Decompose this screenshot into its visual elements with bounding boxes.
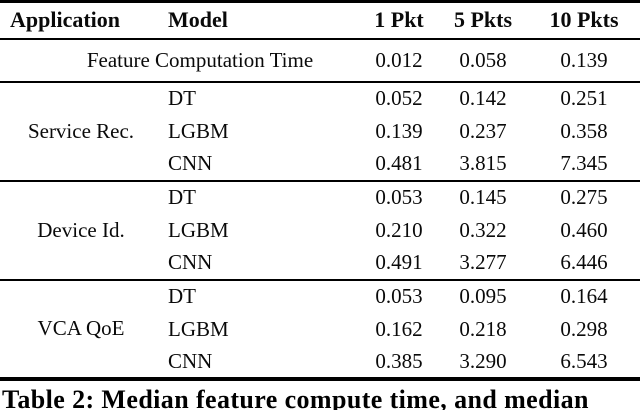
model-cell: CNN: [168, 151, 213, 175]
table-row: LGBM 0.210 0.322 0.460: [0, 214, 640, 247]
table-caption: Table 2: Median feature compute time, an…: [2, 384, 589, 410]
value-cell: 0.053: [375, 284, 423, 308]
value-cell: 0.052: [375, 86, 423, 110]
value-cell: 3.815: [459, 151, 507, 175]
value-cell: 0.139: [560, 47, 608, 72]
model-cell: DT: [168, 86, 196, 110]
model-cell: DT: [168, 185, 196, 209]
value-cell: 0.251: [560, 86, 608, 110]
header-5pkts: 5 Pkts: [453, 7, 513, 33]
value-cell: 0.275: [560, 185, 608, 209]
value-cell: 0.237: [459, 118, 507, 143]
table-row: CNN 0.481 3.815 7.345: [0, 148, 640, 181]
model-cell: LGBM: [168, 316, 229, 341]
table-row: VCA QoE DT 0.053 0.095 0.164: [0, 280, 640, 340]
value-cell: 3.277: [459, 250, 507, 274]
value-cell: 0.095: [459, 284, 507, 308]
value-cell: 0.145: [459, 185, 507, 209]
value-cell: 7.345: [560, 151, 608, 175]
value-cell: 0.491: [375, 250, 423, 274]
table-row: LGBM 0.139 0.237 0.358: [0, 115, 640, 148]
value-cell: 0.139: [375, 118, 423, 143]
header-application: Application: [10, 7, 121, 33]
value-cell: 0.460: [560, 217, 608, 242]
value-cell: 0.142: [459, 86, 507, 110]
value-cell: 0.162: [375, 316, 423, 341]
application-cell: Service Rec.: [27, 118, 135, 143]
value-cell: 6.446: [560, 250, 608, 274]
value-cell: 0.218: [459, 316, 507, 341]
value-cell: 0.164: [560, 284, 608, 308]
value-cell: 0.053: [375, 185, 423, 209]
value-cell: 0.210: [375, 217, 423, 242]
table-row: CNN 0.385 3.290 6.543: [0, 346, 640, 379]
table-row: CNN 0.491 3.277 6.446: [0, 247, 640, 280]
model-cell: DT: [168, 284, 196, 308]
section-vca-qoe: VCA QoE DT 0.053 0.095 0.164 LGBM 0.162 …: [0, 279, 640, 379]
table-header-row: Application Model 1 Pkt 5 Pkts 10 Pkts: [0, 2, 640, 39]
application-cell: VCA QoE: [37, 316, 125, 340]
value-cell: 0.298: [560, 316, 608, 341]
model-cell: CNN: [168, 348, 213, 373]
section-device-id: Device Id. DT 0.053 0.145 0.275 LGBM 0.2…: [0, 180, 640, 280]
header-model: Model: [168, 7, 228, 33]
results-table: Application Model 1 Pkt 5 Pkts 10 Pkts F…: [0, 0, 640, 381]
section-service-rec: Service Rec. DT 0.052 0.142 0.251 LGBM 0…: [0, 81, 640, 181]
value-cell: 0.058: [459, 47, 507, 72]
value-cell: 0.012: [375, 47, 423, 72]
value-cell: 0.358: [560, 118, 608, 143]
value-cell: 3.290: [459, 348, 507, 373]
feature-label: Feature Computation Time: [86, 47, 314, 72]
value-cell: 0.322: [459, 217, 507, 242]
table-row: Feature Computation Time 0.012 0.058 0.1…: [0, 39, 640, 82]
table-row: LGBM 0.162 0.218 0.298: [0, 313, 640, 346]
model-cell: CNN: [168, 250, 213, 274]
value-cell: 6.543: [560, 348, 608, 373]
table-row: Device Id. DT 0.053 0.145 0.275: [0, 181, 640, 242]
table-row: Service Rec. DT 0.052 0.142 0.251: [0, 82, 640, 143]
application-cell: Device Id.: [37, 217, 125, 242]
model-cell: LGBM: [168, 217, 229, 242]
header-10pkts: 10 Pkts: [549, 7, 619, 33]
value-cell: 0.481: [375, 151, 423, 175]
header-1pkt: 1 Pkt: [374, 7, 424, 33]
model-cell: LGBM: [168, 118, 229, 143]
value-cell: 0.385: [375, 348, 423, 373]
feature-computation-row: Feature Computation Time 0.012 0.058 0.1…: [0, 38, 640, 82]
